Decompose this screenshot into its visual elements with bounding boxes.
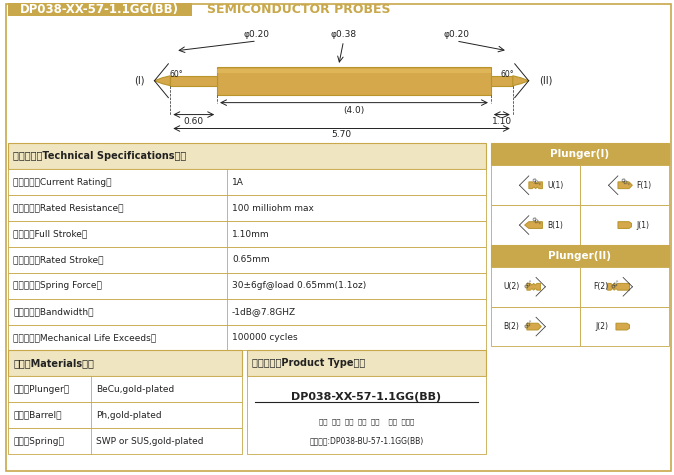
Text: 技术要求（Technical Specifications）：: 技术要求（Technical Specifications）： [13, 152, 186, 162]
Bar [8, 428, 242, 454]
Bar [8, 376, 242, 402]
Text: 额定电流（Current Rating）: 额定电流（Current Rating） [13, 178, 112, 187]
Text: (4.0): (4.0) [343, 105, 365, 114]
Polygon shape [154, 76, 171, 86]
Text: 60°: 60° [169, 70, 183, 79]
Text: DP038-XX-57-1.1GG(BB): DP038-XX-57-1.1GG(BB) [20, 3, 179, 16]
Text: 针头（Plunger）: 针头（Plunger） [13, 385, 69, 394]
Bar [491, 307, 580, 346]
Text: 1.10mm: 1.10mm [232, 229, 270, 238]
Text: 频率带宽（Bandwidth）: 频率带宽（Bandwidth） [13, 307, 94, 316]
Polygon shape [618, 182, 632, 189]
Text: 0.60: 0.60 [184, 116, 204, 125]
Text: 60°: 60° [500, 70, 514, 79]
Polygon shape [529, 182, 543, 189]
Text: 针管（Barrel）: 针管（Barrel） [13, 411, 61, 420]
Text: Plunger(II): Plunger(II) [549, 251, 611, 261]
Bar [8, 273, 486, 299]
Text: φ0.20: φ0.20 [244, 30, 270, 39]
Text: (I): (I) [134, 76, 144, 86]
Text: U(1): U(1) [547, 181, 563, 190]
Bar [580, 307, 669, 346]
Text: 30±6gf@load 0.65mm(1.1oz): 30±6gf@load 0.65mm(1.1oz) [232, 281, 366, 290]
Polygon shape [607, 284, 630, 290]
Text: 5.70: 5.70 [332, 131, 352, 140]
Text: 100 milliohm max: 100 milliohm max [232, 204, 314, 213]
Text: 1A: 1A [232, 178, 244, 187]
Text: U(2): U(2) [503, 282, 520, 291]
Bar [8, 169, 486, 195]
Polygon shape [491, 76, 513, 86]
Text: φ0.38: φ0.38 [330, 30, 357, 39]
Bar [491, 205, 580, 245]
Text: 1.10: 1.10 [492, 116, 512, 125]
Polygon shape [217, 69, 491, 73]
Bar [491, 165, 580, 205]
Text: F(2): F(2) [593, 282, 609, 291]
Bar [8, 324, 486, 351]
Polygon shape [513, 76, 528, 86]
Polygon shape [217, 67, 491, 95]
Bar [8, 143, 486, 169]
Bar [8, 221, 486, 247]
Text: 测试寿命（Mechanical Life Exceeds）: 测试寿命（Mechanical Life Exceeds） [13, 333, 156, 342]
Text: 0.65mm: 0.65mm [232, 256, 270, 265]
Text: 60°: 60° [530, 217, 541, 228]
Text: Plunger(I): Plunger(I) [551, 149, 609, 160]
Polygon shape [171, 76, 217, 86]
Text: F(1): F(1) [636, 181, 652, 190]
Bar [491, 245, 669, 267]
Text: φ0.20: φ0.20 [443, 30, 469, 39]
Text: 60°: 60° [524, 278, 535, 290]
Text: BeCu,gold-plated: BeCu,gold-plated [96, 385, 174, 394]
Text: J(1): J(1) [636, 220, 650, 229]
Text: -1dB@7.8GHZ: -1dB@7.8GHZ [232, 307, 296, 316]
Bar [491, 267, 580, 307]
Bar [580, 205, 669, 245]
Text: SWP or SUS,gold-plated: SWP or SUS,gold-plated [96, 437, 203, 446]
Polygon shape [618, 222, 632, 228]
Polygon shape [527, 323, 541, 330]
Text: 额定弹力（Spring Force）: 额定弹力（Spring Force） [13, 281, 102, 290]
Bar [580, 267, 669, 307]
Polygon shape [616, 323, 630, 330]
Text: SEMICONDUCTOR PROBES: SEMICONDUCTOR PROBES [207, 3, 391, 16]
Text: 60°: 60° [530, 177, 541, 188]
Text: 100000 cycles: 100000 cycles [232, 333, 298, 342]
Bar [8, 247, 486, 273]
Bar [8, 195, 486, 221]
Text: 成品型号（Product Type）：: 成品型号（Product Type）： [252, 359, 365, 369]
Text: B(1): B(1) [547, 220, 563, 229]
Text: 额定电阻（Rated Resistance）: 额定电阻（Rated Resistance） [13, 204, 123, 213]
Polygon shape [527, 284, 541, 290]
Bar [247, 351, 486, 376]
Text: J(2): J(2) [596, 322, 609, 331]
Text: 满行程（Full Stroke）: 满行程（Full Stroke） [13, 229, 88, 238]
Text: 系列  规格  头型  总长  弹力    镀金  针头规: 系列 规格 头型 总长 弹力 镀金 针头规 [319, 418, 414, 425]
Bar [491, 143, 669, 165]
Text: 60°: 60° [524, 318, 535, 329]
Text: (II): (II) [539, 76, 552, 86]
Text: 弹簧（Spring）: 弹簧（Spring） [13, 437, 64, 446]
Polygon shape [524, 222, 543, 228]
Text: 订购举例:DP038-BU-57-1.1GG(BB): 订购举例:DP038-BU-57-1.1GG(BB) [309, 437, 423, 446]
Bar [8, 299, 486, 324]
Bar [8, 351, 242, 376]
Text: 60°: 60° [619, 177, 630, 188]
Bar [580, 165, 669, 205]
Text: B(2): B(2) [503, 322, 520, 331]
Bar [8, 402, 242, 428]
Text: Ph,gold-plated: Ph,gold-plated [96, 411, 161, 420]
Text: 额定行程（Rated Stroke）: 额定行程（Rated Stroke） [13, 256, 104, 265]
Text: 材质（Materials）：: 材质（Materials）： [13, 359, 94, 369]
Bar [8, 3, 192, 16]
Text: DP038-XX-57-1.1GG(BB): DP038-XX-57-1.1GG(BB) [291, 392, 441, 402]
Text: 60°: 60° [611, 278, 622, 290]
Bar [247, 376, 486, 454]
